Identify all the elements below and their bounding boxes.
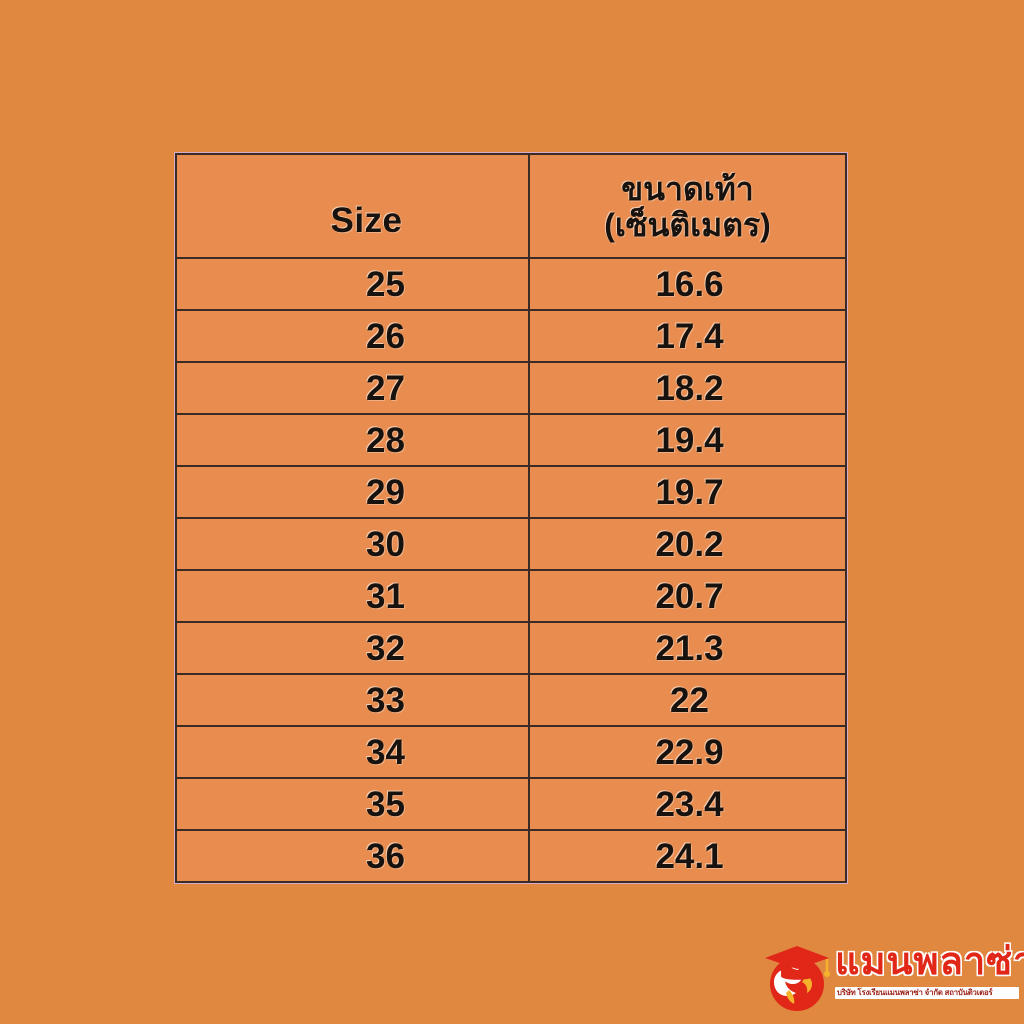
logo-text-block: แมนพลาซ่า บริษัท โรงเรียนแมนพลาซ่า จำกัด… bbox=[835, 940, 1024, 1014]
cell-foot-length: 24.1 bbox=[528, 829, 847, 883]
cell-size: 32 bbox=[175, 621, 530, 675]
logo-wordmark: แมนพลาซ่า bbox=[835, 941, 1024, 983]
table-row: 27 18.2 bbox=[175, 361, 847, 415]
cell-foot-length: 22.9 bbox=[528, 725, 847, 779]
cell-foot-length: 23.4 bbox=[528, 777, 847, 831]
cell-foot-length: 16.6 bbox=[528, 257, 847, 311]
table-row: 35 23.4 bbox=[175, 777, 847, 831]
table-row: 36 24.1 bbox=[175, 829, 847, 883]
column-header-foot-length-label: ขนาดเท้า bbox=[621, 171, 754, 208]
table-row: 32 21.3 bbox=[175, 621, 847, 675]
logo-tagline: บริษัท โรงเรียนแมนพลาซ่า จำกัด สถาบันติว… bbox=[837, 988, 993, 997]
cell-foot-length: 22 bbox=[528, 673, 847, 727]
cell-foot-length: 19.4 bbox=[528, 413, 847, 467]
cell-foot-length: 20.7 bbox=[528, 569, 847, 623]
table-row: 31 20.7 bbox=[175, 569, 847, 623]
table-header: Size ขนาดเท้า (เซ็นติเมตร) bbox=[175, 153, 847, 259]
cell-size: 36 bbox=[175, 829, 530, 883]
table-row: 29 19.7 bbox=[175, 465, 847, 519]
table-row: 26 17.4 bbox=[175, 309, 847, 363]
graduation-cap-runner-emblem-icon bbox=[761, 942, 835, 1014]
table-row: 25 16.6 bbox=[175, 257, 847, 311]
brand-logo: แมนพลาซ่า บริษัท โรงเรียนแมนพลาซ่า จำกัด… bbox=[757, 936, 1024, 1018]
cell-foot-length: 20.2 bbox=[528, 517, 847, 571]
table-row: 34 22.9 bbox=[175, 725, 847, 779]
size-chart-table: Size ขนาดเท้า (เซ็นติเมตร) 25 16.6 26 17.4 2… bbox=[175, 153, 847, 883]
column-header-size: Size bbox=[175, 153, 530, 259]
cell-foot-length: 18.2 bbox=[528, 361, 847, 415]
logo-tagline-bar: บริษัท โรงเรียนแมนพลาซ่า จำกัด สถาบันติว… bbox=[835, 987, 1019, 999]
column-header-foot-length: ขนาดเท้า (เซ็นติเมตร) bbox=[528, 153, 847, 259]
cell-size: 35 bbox=[175, 777, 530, 831]
cell-foot-length: 17.4 bbox=[528, 309, 847, 363]
table-row: 33 22 bbox=[175, 673, 847, 727]
cell-size: 29 bbox=[175, 465, 530, 519]
cell-size: 25 bbox=[175, 257, 530, 311]
cell-size: 30 bbox=[175, 517, 530, 571]
table-row: 30 20.2 bbox=[175, 517, 847, 571]
column-header-size-label: Size bbox=[330, 201, 403, 240]
cell-size: 26 bbox=[175, 309, 530, 363]
cell-size: 27 bbox=[175, 361, 530, 415]
cell-foot-length: 19.7 bbox=[528, 465, 847, 519]
cell-foot-length: 21.3 bbox=[528, 621, 847, 675]
table-body: 25 16.6 26 17.4 27 18.2 28 19.4 29 19.7 30 20.2 31 20… bbox=[175, 257, 847, 883]
table-row: 28 19.4 bbox=[175, 413, 847, 467]
table-header-row: Size ขนาดเท้า (เซ็นติเมตร) bbox=[175, 153, 847, 259]
cell-size: 33 bbox=[175, 673, 530, 727]
cell-size: 28 bbox=[175, 413, 530, 467]
cell-size: 31 bbox=[175, 569, 530, 623]
column-header-foot-length-unit: (เซ็นติเมตร) bbox=[604, 207, 771, 243]
cell-size: 34 bbox=[175, 725, 530, 779]
